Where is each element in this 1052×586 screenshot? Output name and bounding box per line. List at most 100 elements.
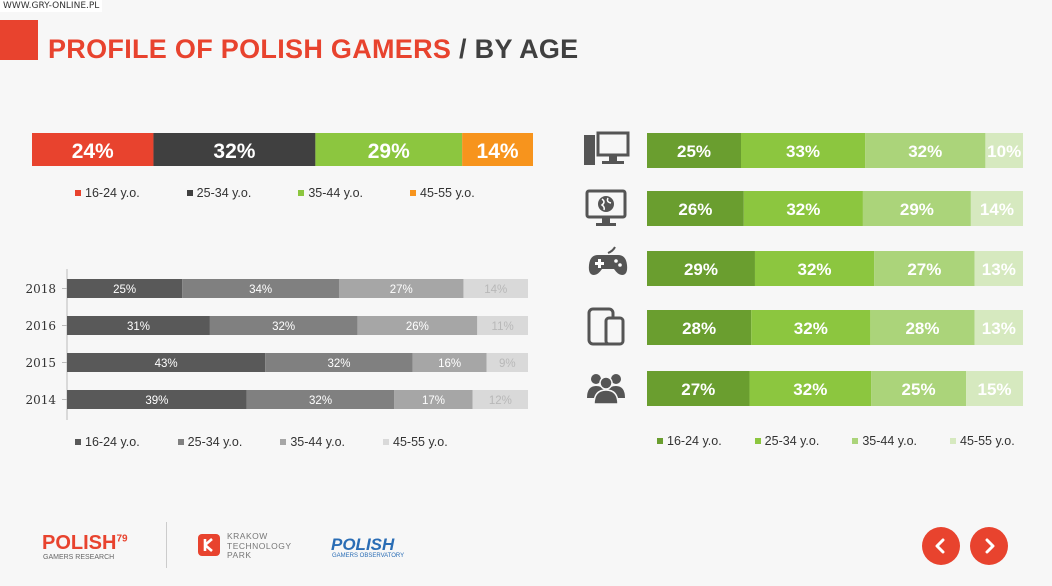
yearly-bar-label: 12%	[489, 395, 512, 407]
platform-bar-segment	[754, 251, 875, 286]
platform-bar-segment	[862, 191, 971, 226]
legend-item: 35-44 y.o.	[280, 435, 345, 449]
legend-swatch	[75, 439, 81, 445]
legend-label: 45-55 y.o.	[960, 434, 1015, 448]
web-globe-monitor-icon	[585, 189, 627, 226]
platform-bar-label: 32%	[908, 142, 942, 161]
yearly-bar-segment	[265, 353, 413, 372]
legend-swatch	[950, 438, 957, 444]
title-accent-block	[0, 20, 38, 60]
legend-item: 45-55 y.o.	[383, 435, 448, 449]
legend-yearly: 16-24 y.o. 25-34 y.o. 35-44 y.o. 45-55 y.o.	[75, 435, 486, 449]
legend-label: 25-34 y.o.	[187, 435, 243, 449]
platform-bar-segment	[751, 310, 871, 345]
yearly-bar-label: 32%	[272, 321, 295, 333]
platform-bar-label: 25%	[902, 380, 936, 399]
platform-bar-label: 26%	[678, 200, 712, 219]
overall-bar-label: 32%	[213, 140, 255, 163]
yearly-bar-label: 31%	[127, 321, 150, 333]
platform-bar-segment	[647, 251, 755, 286]
yearly-bar-label: 11%	[492, 321, 514, 333]
legend-item: 25-34 y.o.	[186, 186, 252, 200]
yearly-bar-segment	[338, 279, 464, 298]
yearly-bar-segment	[67, 390, 247, 409]
platform-bar-segment	[871, 371, 967, 406]
yearly-bar-segment	[477, 316, 528, 335]
legend-item: 25-34 y.o.	[754, 434, 819, 448]
logo3-name: POLISH	[331, 535, 395, 554]
legend-item: 35-44 y.o.	[298, 186, 363, 200]
polish-gamers-research-logo: POLISH79 GAMERS RESEARCH	[42, 532, 128, 561]
yearly-bar-segment	[67, 353, 266, 372]
legend-label: 16-24 y.o.	[667, 434, 722, 448]
krakow-technology-park-logo: KRAKOW TECHNOLOGY PARK	[227, 531, 292, 561]
legend-swatch	[383, 439, 390, 445]
yearly-bar-segment	[472, 390, 528, 409]
platform-bar-label: 28%	[682, 319, 716, 338]
platform-bar-label: 10%	[987, 142, 1021, 161]
yearly-bar-label: 27%	[390, 284, 413, 296]
yearly-bar-label: 32%	[327, 358, 350, 370]
yearly-bar-segment	[486, 353, 528, 372]
legend-label: 35-44 y.o.	[290, 435, 346, 449]
logo1-name: POLISH	[42, 532, 117, 554]
site-watermark: WWW.GRY-ONLINE.PL	[0, 0, 103, 12]
overall-bar-label: 24%	[72, 140, 114, 163]
legend-item: 16-24 y.o.	[657, 434, 722, 448]
platform-bar-segment	[647, 371, 750, 406]
logo2-line: PARK	[227, 550, 252, 560]
platform-bar-segment	[970, 191, 1023, 226]
overall-bar-segment	[315, 133, 463, 166]
yearly-bar-label: 34%	[249, 284, 272, 296]
platform-bar-segment	[974, 310, 1023, 345]
platform-bar-label: 28%	[905, 319, 939, 338]
legend-swatch	[75, 190, 81, 196]
legend-overall: 16-24 y.o. 25-34 y.o. 35-44 y.o. 45-55 y.o.	[75, 186, 522, 200]
legend-label: 35-44 y.o.	[862, 434, 918, 448]
platform-bar-label: 32%	[794, 319, 828, 338]
platform-bar-segment	[647, 191, 744, 226]
gamepad-icon	[588, 246, 628, 275]
overall-bar-segment	[462, 133, 533, 166]
legend-swatch	[177, 439, 184, 445]
year-label: 2015	[25, 356, 56, 370]
legend-swatch	[657, 438, 663, 444]
previous-slide-button[interactable]	[922, 527, 960, 565]
legend-platform: 16-24 y.o. 25-34 y.o. 35-44 y.o. 45-55 y.o.	[657, 434, 1048, 448]
next-slide-button[interactable]	[970, 527, 1008, 565]
yearly-bar-segment	[463, 279, 528, 298]
yearly-bar-label: 39%	[145, 395, 168, 407]
platform-bar-label: 29%	[684, 260, 718, 279]
chevron-left-icon	[935, 538, 945, 554]
overall-bar-label: 14%	[477, 140, 519, 163]
legend-item: 35-44 y.o.	[852, 434, 917, 448]
legend-label: 25-34 y.o.	[196, 186, 252, 200]
platform-bar-label: 29%	[900, 200, 934, 219]
legend-label: 35-44 y.o.	[308, 186, 364, 200]
legend-swatch	[852, 438, 859, 444]
logo2-line: KRAKOW	[227, 531, 268, 541]
platform-bar-segment	[870, 310, 975, 345]
platform-bar-label: 32%	[786, 200, 820, 219]
platform-bar-segment	[874, 251, 975, 286]
legend-item: 25-34 y.o.	[177, 435, 243, 449]
yearly-bar-segment	[67, 316, 210, 335]
yearly-bar-segment	[67, 279, 183, 298]
logo3-subtitle: GAMERS OBSERVATORY	[332, 553, 405, 559]
logo2-line: TECHNOLOGY	[227, 540, 292, 551]
logo1-subtitle: GAMERS RESEARCH	[43, 554, 115, 561]
yearly-bar-label: 17%	[422, 395, 445, 407]
platform-bar-label: 27%	[681, 380, 715, 399]
legend-item: 16-24 y.o.	[75, 186, 140, 200]
legend-label: 45-55 y.o.	[393, 435, 448, 449]
year-label: 2018	[25, 282, 56, 296]
yearly-bar-segment	[394, 390, 473, 409]
platform-bar-segment	[647, 310, 752, 345]
platform-bar-label: 13%	[982, 319, 1016, 338]
overall-bar-segment	[153, 133, 316, 166]
logo1-sup: 79	[116, 533, 128, 545]
yearly-bar-label: 43%	[155, 358, 178, 370]
group-people-icon	[587, 374, 625, 405]
mobile-devices-icon	[587, 307, 625, 346]
platform-bar-label: 27%	[907, 260, 941, 279]
